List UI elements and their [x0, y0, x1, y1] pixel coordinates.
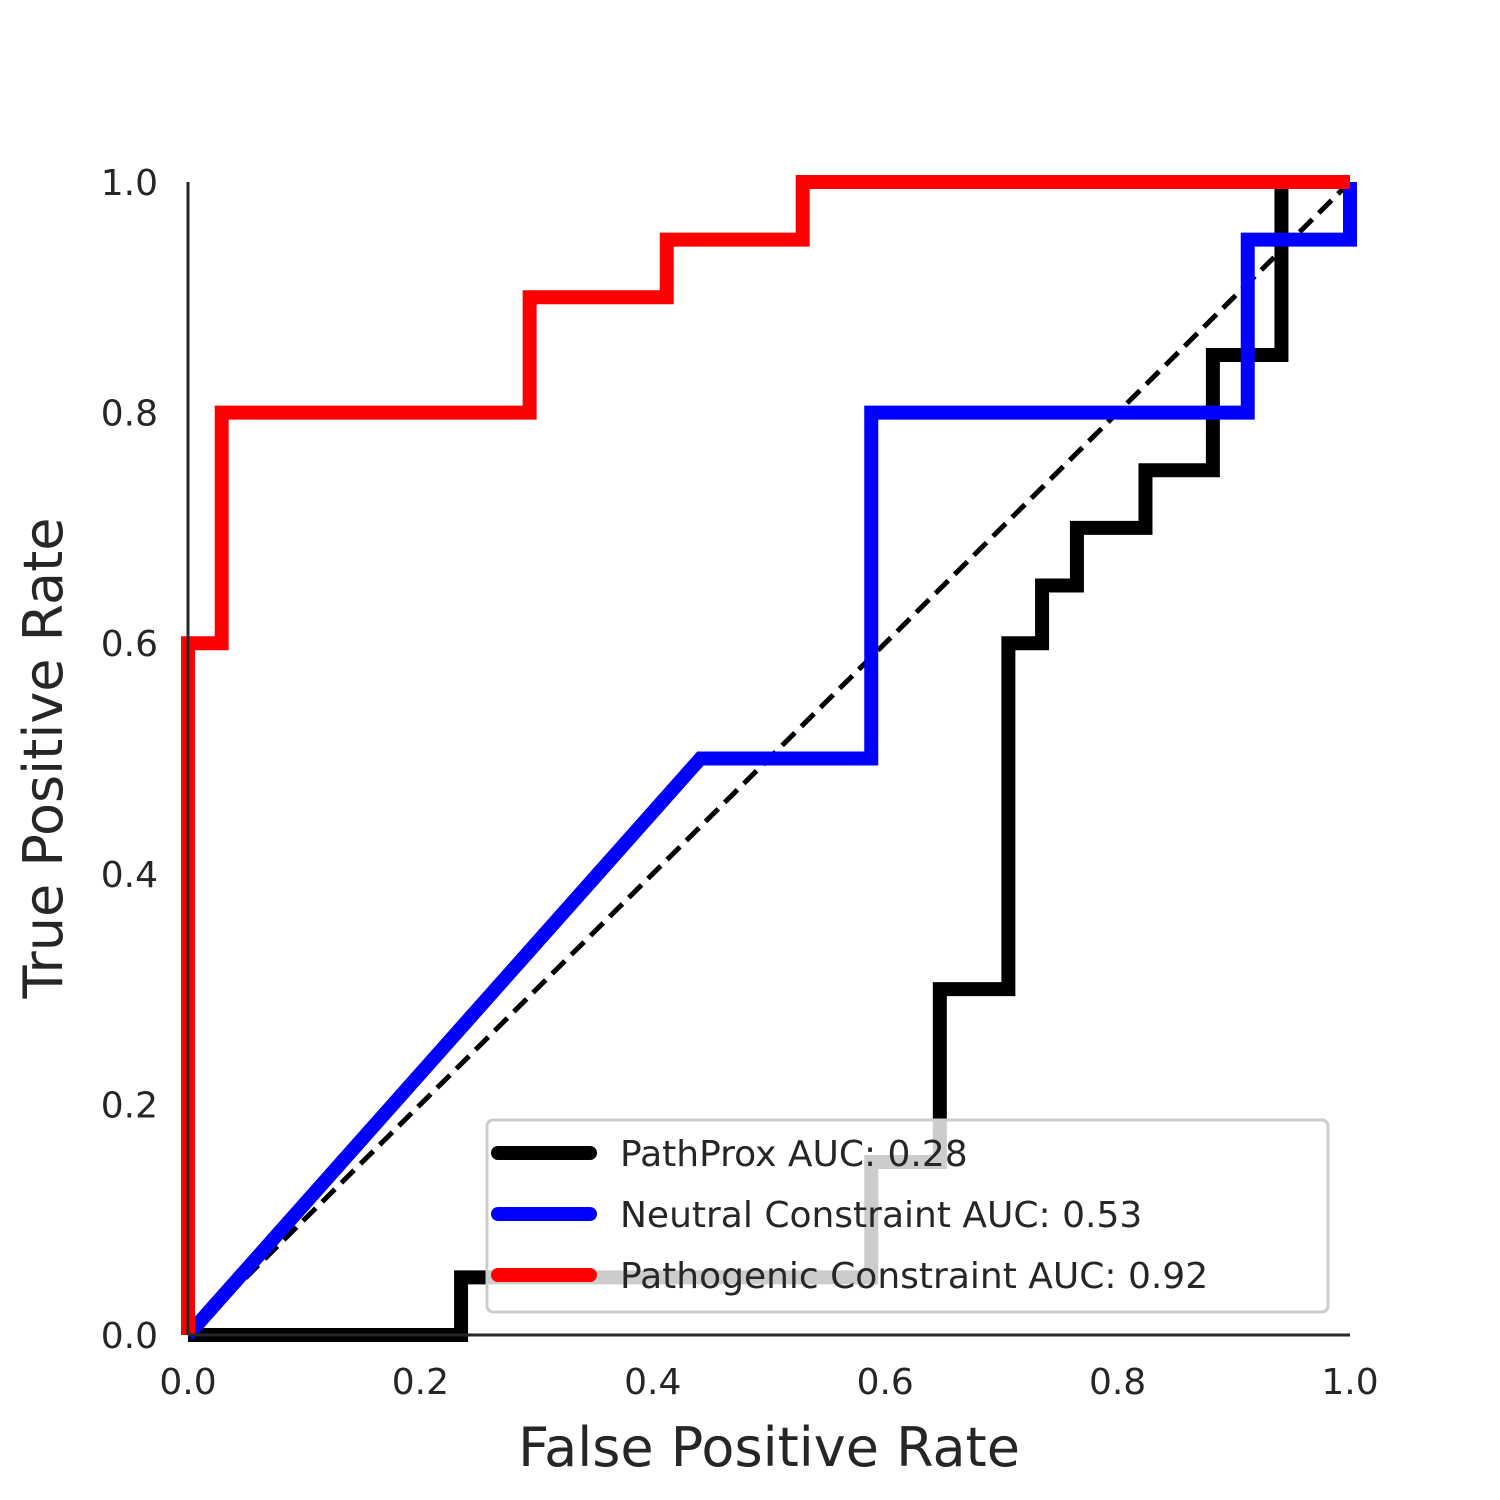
legend: PathProx AUC: 0.28 Neutral Constraint AUC… [485, 1118, 1330, 1314]
y-tick-label: 1.0 [101, 163, 158, 204]
roc-series-line-1 [182, 182, 1357, 1340]
x-tick-label: 1.0 [1321, 1362, 1378, 1403]
y-tick-label: 0.0 [101, 1316, 158, 1357]
x-tick-label: 0.6 [857, 1362, 914, 1403]
roc-series-line-2 [181, 175, 1350, 1335]
y-tick-label: 0.8 [101, 394, 158, 435]
y-tick-label: 0.2 [101, 1085, 158, 1126]
legend-frame [485, 1118, 1330, 1314]
legend-label-2: Pathogenic Constraint AUC: 0.92 [620, 1256, 1208, 1297]
x-axis-title: False Positive Rate [518, 1416, 1020, 1479]
x-tick-label: 0.8 [1089, 1362, 1146, 1403]
x-tick-label: 0.4 [624, 1362, 681, 1403]
y-tick-label: 0.4 [101, 855, 158, 896]
y-axis-title: True Positive Rate [12, 517, 75, 999]
x-tick-label: 0.2 [392, 1362, 449, 1403]
y-tick-label: 0.6 [101, 624, 158, 665]
legend-label-1: Neutral Constraint AUC: 0.53 [620, 1195, 1142, 1236]
x-tick-label: 0.0 [159, 1362, 216, 1403]
legend-label-0: PathProx AUC: 0.28 [620, 1134, 968, 1175]
